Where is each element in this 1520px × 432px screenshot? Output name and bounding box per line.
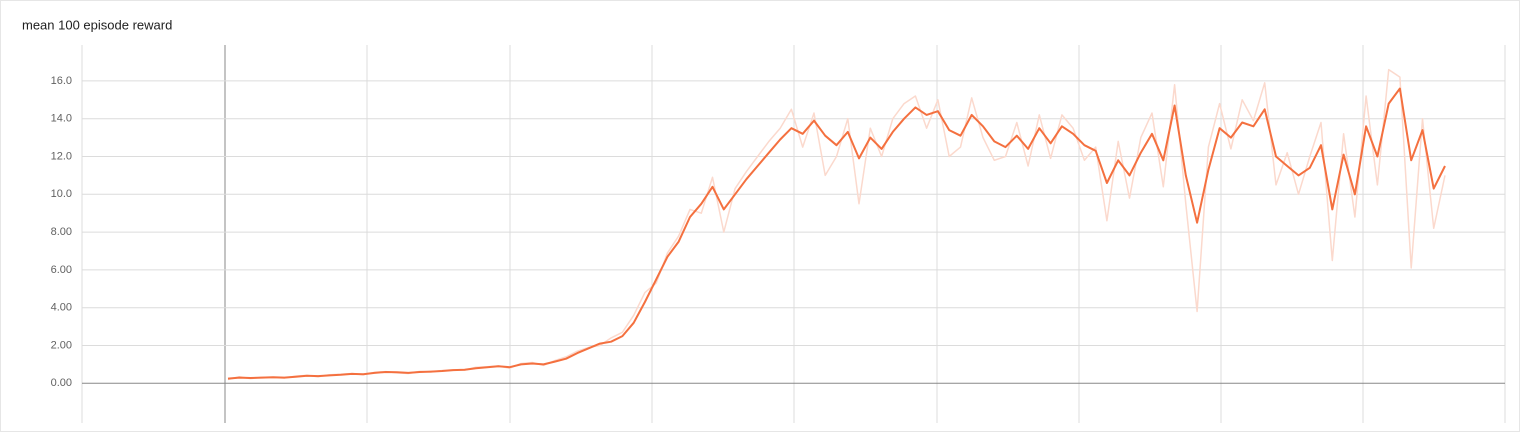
y-tick-label: 12.0	[51, 150, 72, 162]
y-tick-label: 0.00	[51, 377, 72, 389]
y-tick-label: 2.00	[51, 339, 72, 351]
y-tick-label: 14.0	[51, 113, 72, 125]
x-grid	[81, 45, 1506, 423]
y-tick-label: 8.00	[51, 226, 72, 238]
y-tick-label: 4.00	[51, 302, 72, 314]
y-tick-label: 16.0	[51, 75, 72, 87]
y-tick-label: 6.00	[51, 264, 72, 276]
series-line	[227, 87, 1446, 380]
chart-title: mean 100 episode reward	[22, 17, 172, 32]
y-tick-label: 10.0	[51, 188, 72, 200]
